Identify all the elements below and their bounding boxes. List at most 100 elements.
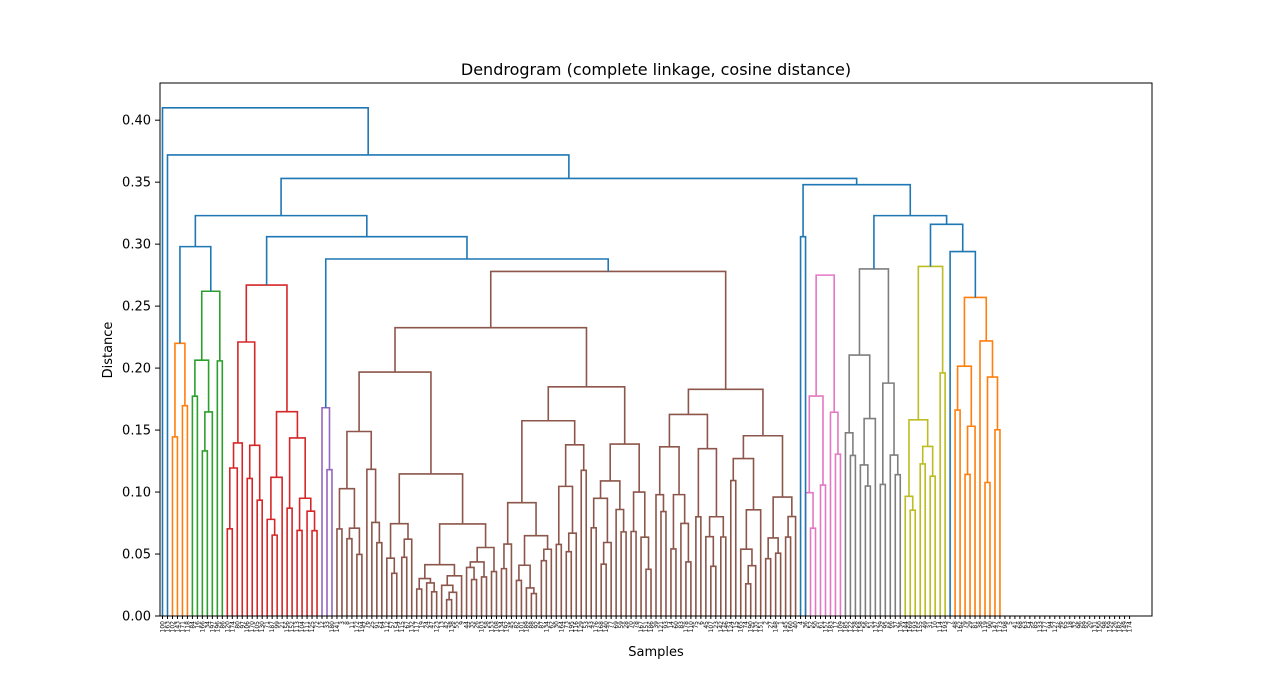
leaf-label-17: 106 — [244, 621, 251, 633]
dendrogram-link-47 — [445, 598, 453, 616]
dendrogram-link-104 — [697, 447, 718, 517]
leaf-label-176: 133 — [1037, 621, 1044, 633]
dendrogram-link-62 — [503, 543, 513, 616]
dendrogram-link-26 — [245, 284, 288, 412]
leaf-label-181: 65 — [1062, 621, 1069, 629]
dendrogram-link-134 — [879, 483, 887, 616]
dendrogram-link-83 — [615, 508, 625, 616]
leaf-label-166: 90 — [987, 621, 994, 629]
leaf-label-68: 134 — [498, 621, 505, 633]
dendrogram-link-68 — [543, 548, 553, 616]
leaf-label-59: 55 — [454, 621, 461, 629]
leaf-label-140: 158 — [857, 621, 864, 633]
dendrogram-link-7 — [216, 360, 224, 616]
leaf-label-33: 33 — [324, 621, 331, 629]
y-tick-label-4: 0.20 — [122, 362, 151, 377]
dendrogram-link-133 — [848, 354, 871, 433]
leaf-label-76: 87 — [538, 621, 545, 629]
y-tick-label-2: 0.10 — [122, 486, 151, 501]
leaf-label-178: 94 — [1047, 621, 1054, 629]
leaf-label-45: 112 — [384, 621, 391, 633]
dendrogram-link-64 — [530, 592, 538, 616]
leaf-label-20: 130 — [259, 621, 266, 633]
leaf-label-193: 149 — [1122, 621, 1129, 633]
leaf-label-149: 144 — [902, 621, 909, 633]
leaf-label-168: 173 — [997, 621, 1004, 633]
dendrogram-link-145 — [939, 372, 946, 616]
leaf-label-165: 119 — [982, 621, 989, 633]
leaf-label-18: 170 — [249, 621, 256, 633]
dendrogram-link-23 — [298, 497, 312, 531]
dendrogram-link-118 — [742, 434, 784, 498]
leaf-label-135: 17 — [832, 621, 839, 629]
leaf-label-148: 136 — [897, 621, 904, 633]
leaf-label-48: 115 — [399, 621, 406, 633]
dendrogram-link-13 — [256, 499, 263, 616]
leaf-label-108: 6 — [698, 621, 705, 625]
leaf-label-155: 10 — [932, 621, 939, 629]
leaf-label-99: 39 — [653, 621, 660, 629]
dendrogram-link-8 — [200, 290, 221, 361]
dendrogram-link-124 — [808, 395, 824, 493]
dendrogram-link-163 — [179, 245, 212, 344]
dendrogram-link-71 — [555, 543, 563, 616]
leaf-label-51: 117 — [414, 621, 421, 633]
dendrogram-link-54 — [480, 576, 488, 616]
leaf-label-65: 58 — [484, 621, 491, 629]
dendrogram-link-96 — [680, 522, 690, 616]
dendrogram-link-16 — [271, 534, 278, 616]
dendrogram-link-140 — [904, 495, 914, 616]
dendrogram-link-15 — [237, 341, 256, 446]
dendrogram-link-63 — [515, 579, 523, 616]
leaf-label-42: 25 — [369, 621, 376, 629]
leaf-label-123: 148 — [773, 621, 780, 633]
dendrogram-link-75 — [580, 469, 588, 616]
leaf-label-14: 174 — [229, 621, 236, 633]
leaf-label-133: 157 — [822, 621, 829, 633]
leaf-label-145: 95 — [882, 621, 889, 629]
leaf-label-102: 14 — [668, 621, 675, 629]
leaf-label-179: 127 — [1052, 621, 1059, 633]
dendrogram-link-21 — [311, 529, 318, 616]
dendrogram-link-53 — [465, 566, 475, 616]
leaf-label-53: 24 — [424, 621, 431, 629]
leaf-label-46: 57 — [389, 621, 396, 629]
leaf-label-164: 38 — [977, 621, 984, 629]
dendrogram-link-161 — [324, 258, 610, 408]
dendrogram-link-141 — [919, 463, 926, 616]
dendrogram-link-88 — [632, 491, 646, 538]
leaf-label-184: 96 — [1077, 621, 1084, 629]
dendrogram-link-157 — [949, 250, 977, 616]
dendrogram-link-40 — [400, 556, 408, 616]
dendrogram-link-89 — [609, 443, 640, 493]
leaf-label-9: 34 — [204, 621, 211, 629]
leaf-label-187: 131 — [1092, 621, 1099, 633]
leaf-label-128: 4 — [798, 621, 805, 625]
dendrogram-link-156 — [799, 235, 807, 616]
leaf-label-104: 83 — [678, 621, 685, 629]
dendrogram-link-82 — [620, 531, 627, 616]
leaf-label-58: 138 — [449, 621, 456, 633]
dendrogram-link-113 — [774, 552, 782, 616]
dendrogram-link-1 — [181, 404, 189, 616]
dendrogram-link-93 — [655, 493, 665, 616]
dendrogram-link-30 — [346, 537, 353, 616]
leaf-label-25: 156 — [284, 621, 291, 633]
dendrogram-link-35 — [371, 521, 381, 616]
leaf-label-132: 61 — [818, 621, 825, 629]
leaf-label-63: 26 — [474, 621, 481, 629]
dendrogram-link-167 — [161, 106, 369, 616]
leaf-label-24: 21 — [279, 621, 286, 629]
leaf-label-55: 123 — [434, 621, 441, 633]
leaf-label-8: 166 — [199, 621, 206, 633]
dendrogram-link-70 — [506, 501, 537, 545]
dendrogram-link-66 — [518, 564, 531, 588]
dendrogram-link-44 — [430, 591, 438, 616]
leaf-label-69: 192 — [503, 621, 510, 633]
dendrogram-link-77 — [521, 419, 576, 503]
dendrogram-link-158 — [929, 223, 964, 267]
leaf-label-171: 41 — [1012, 621, 1019, 629]
leaf-label-151: 193 — [912, 621, 919, 633]
dendrogram-link-152 — [994, 428, 1001, 616]
dendrogram-link-162 — [265, 235, 468, 286]
